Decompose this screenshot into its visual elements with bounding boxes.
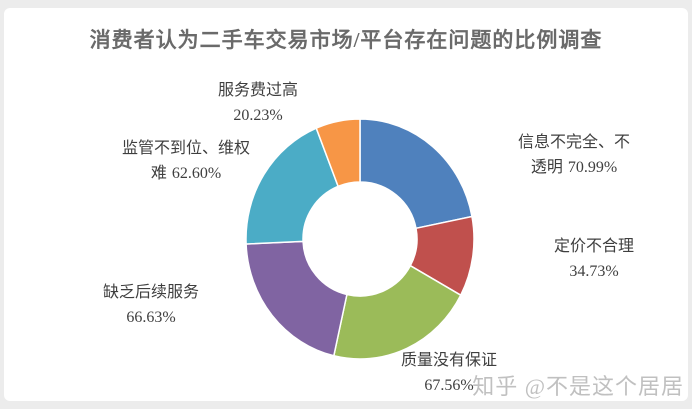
pie-label-value: 67.56%: [424, 377, 474, 394]
pie-segment-0: [359, 118, 473, 230]
pie-segment-5: [315, 118, 361, 188]
pie-label-incomplete-info: 信息不完全、不透明 70.99%: [512, 130, 636, 180]
pie-segment-2: [332, 264, 462, 360]
pie-label-poor-supervision: 监管不到位、维权难 62.60%: [122, 136, 250, 186]
pie-label-unreasonable-pricing: 定价不合理 34.73%: [519, 234, 669, 284]
pie-segment-3: [245, 240, 348, 357]
pie-label-value: 70.99%: [567, 159, 618, 176]
pie-label-text: 质量没有保证: [400, 352, 497, 369]
pie-label-lack-followup-service: 缺乏后续服务 66.63%: [76, 280, 226, 330]
pie-segment-4: [245, 127, 340, 245]
chart-image: 消费者认为二手车交易市场/平台存在问题的比例调查 信息不完全、不透明 70.99%…: [4, 8, 688, 401]
pie-label-high-service-fee: 服务费过高 20.23%: [178, 78, 338, 128]
pie-label-text: 监管不到位、维权难: [122, 140, 251, 182]
pie-label-value: 62.60%: [171, 165, 222, 182]
pie-label-no-quality-guarantee: 质量没有保证 67.56%: [374, 348, 524, 398]
chart-title: 消费者认为二手车交易市场/平台存在问题的比例调查: [89, 28, 603, 52]
pie-label-value: 34.73%: [569, 263, 619, 280]
pie-label-text: 定价不合理: [553, 238, 634, 255]
pie-label-text: 缺乏后续服务: [102, 284, 199, 301]
pie-label-text: 服务费过高: [217, 82, 298, 99]
zhihu-watermark: 知乎 @不是这个居居: [472, 374, 684, 399]
pie-label-value: 66.63%: [126, 309, 176, 326]
pie-label-value: 20.23%: [233, 107, 283, 124]
pie-label-text: 信息不完全、不透明: [517, 134, 630, 176]
donut-chart: [245, 118, 475, 360]
